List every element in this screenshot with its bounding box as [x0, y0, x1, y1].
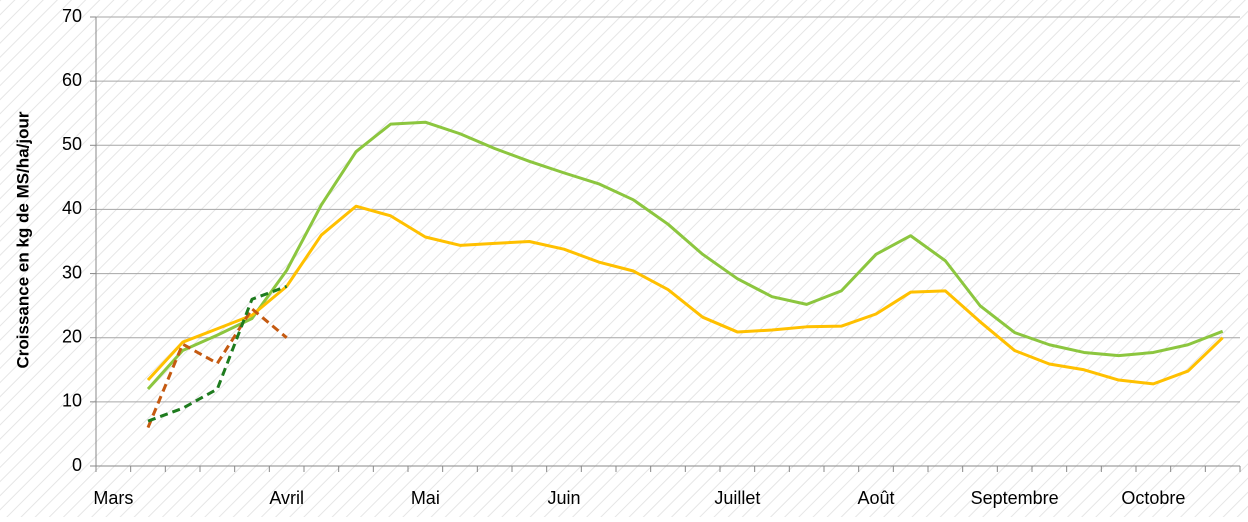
- y-tick-label: 60: [62, 70, 82, 90]
- y-tick-label: 40: [62, 198, 82, 218]
- x-tick-label: Mai: [411, 488, 440, 508]
- y-tick-label: 10: [62, 391, 82, 411]
- x-tick-label: Avril: [269, 488, 304, 508]
- x-tick-label: Juillet: [714, 488, 760, 508]
- y-tick-label: 20: [62, 326, 82, 346]
- x-tick-label: Mars: [93, 488, 133, 508]
- y-tick-label: 0: [72, 455, 82, 475]
- x-tick-label: Septembre: [971, 488, 1059, 508]
- series-line: [146, 120, 1224, 391]
- x-tick-label: Juin: [547, 488, 580, 508]
- series-line: [146, 307, 288, 429]
- x-tick-label: Octobre: [1121, 488, 1185, 508]
- y-axis-label: Croissance en kg de MS/ha/jour: [13, 111, 32, 368]
- x-tick-label: Août: [857, 488, 894, 508]
- series-line: [146, 204, 1224, 386]
- y-tick-label: 70: [62, 6, 82, 26]
- y-tick-label: 50: [62, 134, 82, 154]
- y-tick-label: 30: [62, 262, 82, 282]
- series-line: [147, 284, 288, 423]
